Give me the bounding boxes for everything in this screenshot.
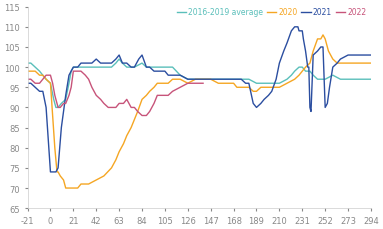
2020 xyxy=(32,71,36,73)
2021 xyxy=(205,79,210,81)
2022 xyxy=(41,79,45,81)
2021 xyxy=(292,26,297,29)
2022 xyxy=(84,76,89,79)
2021 xyxy=(166,74,170,77)
2022 xyxy=(25,79,30,81)
2022 xyxy=(83,74,88,77)
2022 xyxy=(168,93,173,95)
2022 xyxy=(143,114,147,117)
2016-2019 average xyxy=(32,65,36,68)
Line: 2022: 2022 xyxy=(28,72,203,116)
2022 xyxy=(71,71,75,73)
2016-2019 average xyxy=(167,66,172,69)
2020 xyxy=(25,71,30,73)
Line: 2020: 2020 xyxy=(28,36,371,188)
2020 xyxy=(369,63,373,65)
2021 xyxy=(153,71,157,73)
2016-2019 average xyxy=(117,58,121,61)
2016-2019 average xyxy=(369,79,373,81)
Line: 2016-2019 average: 2016-2019 average xyxy=(28,60,371,108)
2021 xyxy=(32,85,36,88)
2020 xyxy=(33,71,38,73)
2016-2019 average xyxy=(25,63,30,65)
Line: 2021: 2021 xyxy=(28,28,371,172)
2020 xyxy=(41,74,45,77)
2022 xyxy=(201,82,205,85)
2021 xyxy=(48,171,53,174)
2020 xyxy=(205,79,210,81)
2021 xyxy=(41,90,45,93)
2020 xyxy=(166,82,170,85)
2020 xyxy=(321,34,325,37)
2021 xyxy=(33,87,38,89)
2016-2019 average xyxy=(54,106,58,109)
2021 xyxy=(25,82,30,85)
2016-2019 average xyxy=(41,74,45,77)
2022 xyxy=(140,114,144,117)
2016-2019 average xyxy=(33,66,38,69)
2020 xyxy=(153,85,157,88)
2022 xyxy=(167,93,172,96)
Legend: 2016-2019 average, 2020, 2021, 2022: 2016-2019 average, 2020, 2021, 2022 xyxy=(176,7,367,18)
2021 xyxy=(369,55,373,57)
2016-2019 average xyxy=(206,79,211,81)
2020 xyxy=(64,187,68,190)
2016-2019 average xyxy=(154,66,159,69)
